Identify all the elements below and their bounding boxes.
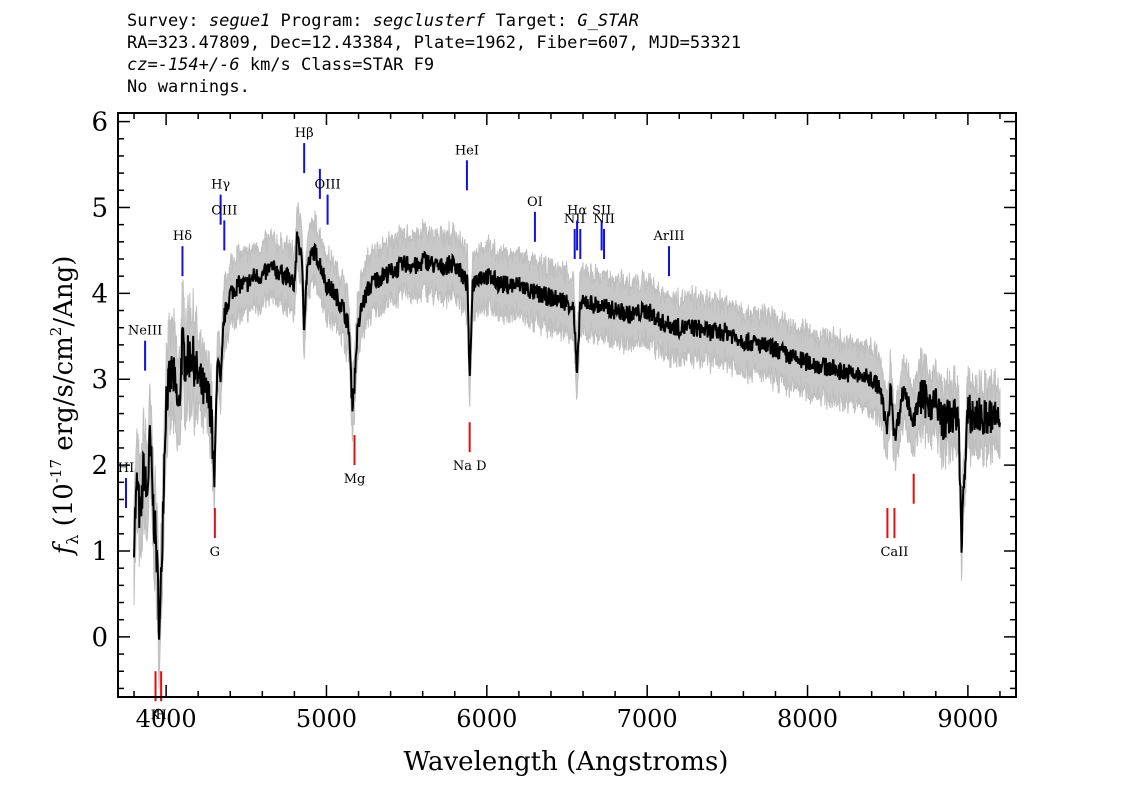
absorption-line-label-1: H [155,708,166,723]
emission-line-label-11: Hα [567,203,587,218]
y-axis-label: fλ (10-17 erg/s/cm2/Ang) [47,256,82,557]
emission-line-label-1: NeIII [128,324,162,339]
program-value: segclusterf [372,11,486,31]
target-label: Target: [485,11,578,31]
y-label-unit-a: (10 [49,483,79,535]
emission-line-label-9: OI [527,195,543,210]
emission-line-label-0: HI [118,461,134,476]
error-band [133,201,1001,690]
header-line-redshift: cz=-154+/-6 km/s Class=STAR F9 [127,54,1027,76]
class-value: km/s Class=STAR F9 [239,55,435,75]
header-line-survey: Survey: segue1 Program: segclusterf Targ… [127,10,1027,32]
survey-label: Survey: [127,11,209,31]
absorption-line-label-3: Mg [344,472,366,487]
absorption-line-label-6: CaII [880,545,908,560]
emission-line-label-14: NII [593,212,615,227]
emission-line-label-4: OIII [211,203,237,218]
y-tick-label-6: 6 [91,108,108,138]
emission-line-label-10: NII [564,212,586,227]
y-tick-label-0: 0 [91,623,108,653]
emission-line-label-7: OIII [315,178,341,193]
y-label-unit-c: /Ang) [49,256,79,327]
y-axis: 0 1 2 3 4 5 6 [91,108,1016,690]
x-axis-label: Wavelength (Angstroms) [404,747,729,777]
x-tick-label-1: 5000 [296,705,357,733]
x-tick-label-2: 6000 [456,705,517,733]
y-label-exp2: 2 [47,327,65,337]
emission-line-label-5: Hβ [295,126,314,141]
emission-line-label-8: HeI [455,143,479,158]
emission-line-label-13: SII [592,203,611,218]
cz-value: cz=-154+/-6 [127,55,240,75]
emission-line-label-2: Hδ [173,229,192,244]
y-tick-label-1: 1 [91,537,108,567]
error-band-area [133,201,1001,690]
program-label: Program: [270,11,373,31]
y-label-sub: λ [63,535,82,545]
flux-series [133,231,1001,640]
y-tick-label-2: 2 [91,451,108,481]
x-tick-label-5: 9000 [937,705,998,733]
x-axis: 4000 5000 6000 7000 8000 9000 [133,113,1001,733]
y-label-unit-b: erg/s/cm [49,336,79,459]
y-tick-label-4: 4 [91,279,108,309]
absorption-line-label-2: G [210,545,220,560]
header-line-warnings: No warnings. [127,77,250,97]
x-tick-label-3: 7000 [617,705,678,733]
target-value: G_STAR [577,11,639,31]
y-tick-label-3: 3 [91,365,108,395]
absorption-line-label-0: K [151,708,161,723]
emission-line-label-3: Hγ [211,178,230,193]
emission-line-label-15: ArIII [652,229,684,244]
x-tick-label-0: 4000 [136,705,197,733]
plot-frame [117,112,1017,698]
absorption-line-label-4: Na D [453,459,487,474]
survey-value: segue1 [208,11,271,31]
x-tick-label-4: 8000 [777,705,838,733]
y-tick-label-5: 5 [91,193,108,223]
spectrum-header: Survey: segue1 Program: segclusterf Targ… [127,10,1027,98]
header-line-coordinates: RA=323.47809, Dec=12.43384, Plate=1962, … [127,33,742,53]
flux-line [133,231,1001,640]
y-label-exp1: -17 [47,459,65,483]
